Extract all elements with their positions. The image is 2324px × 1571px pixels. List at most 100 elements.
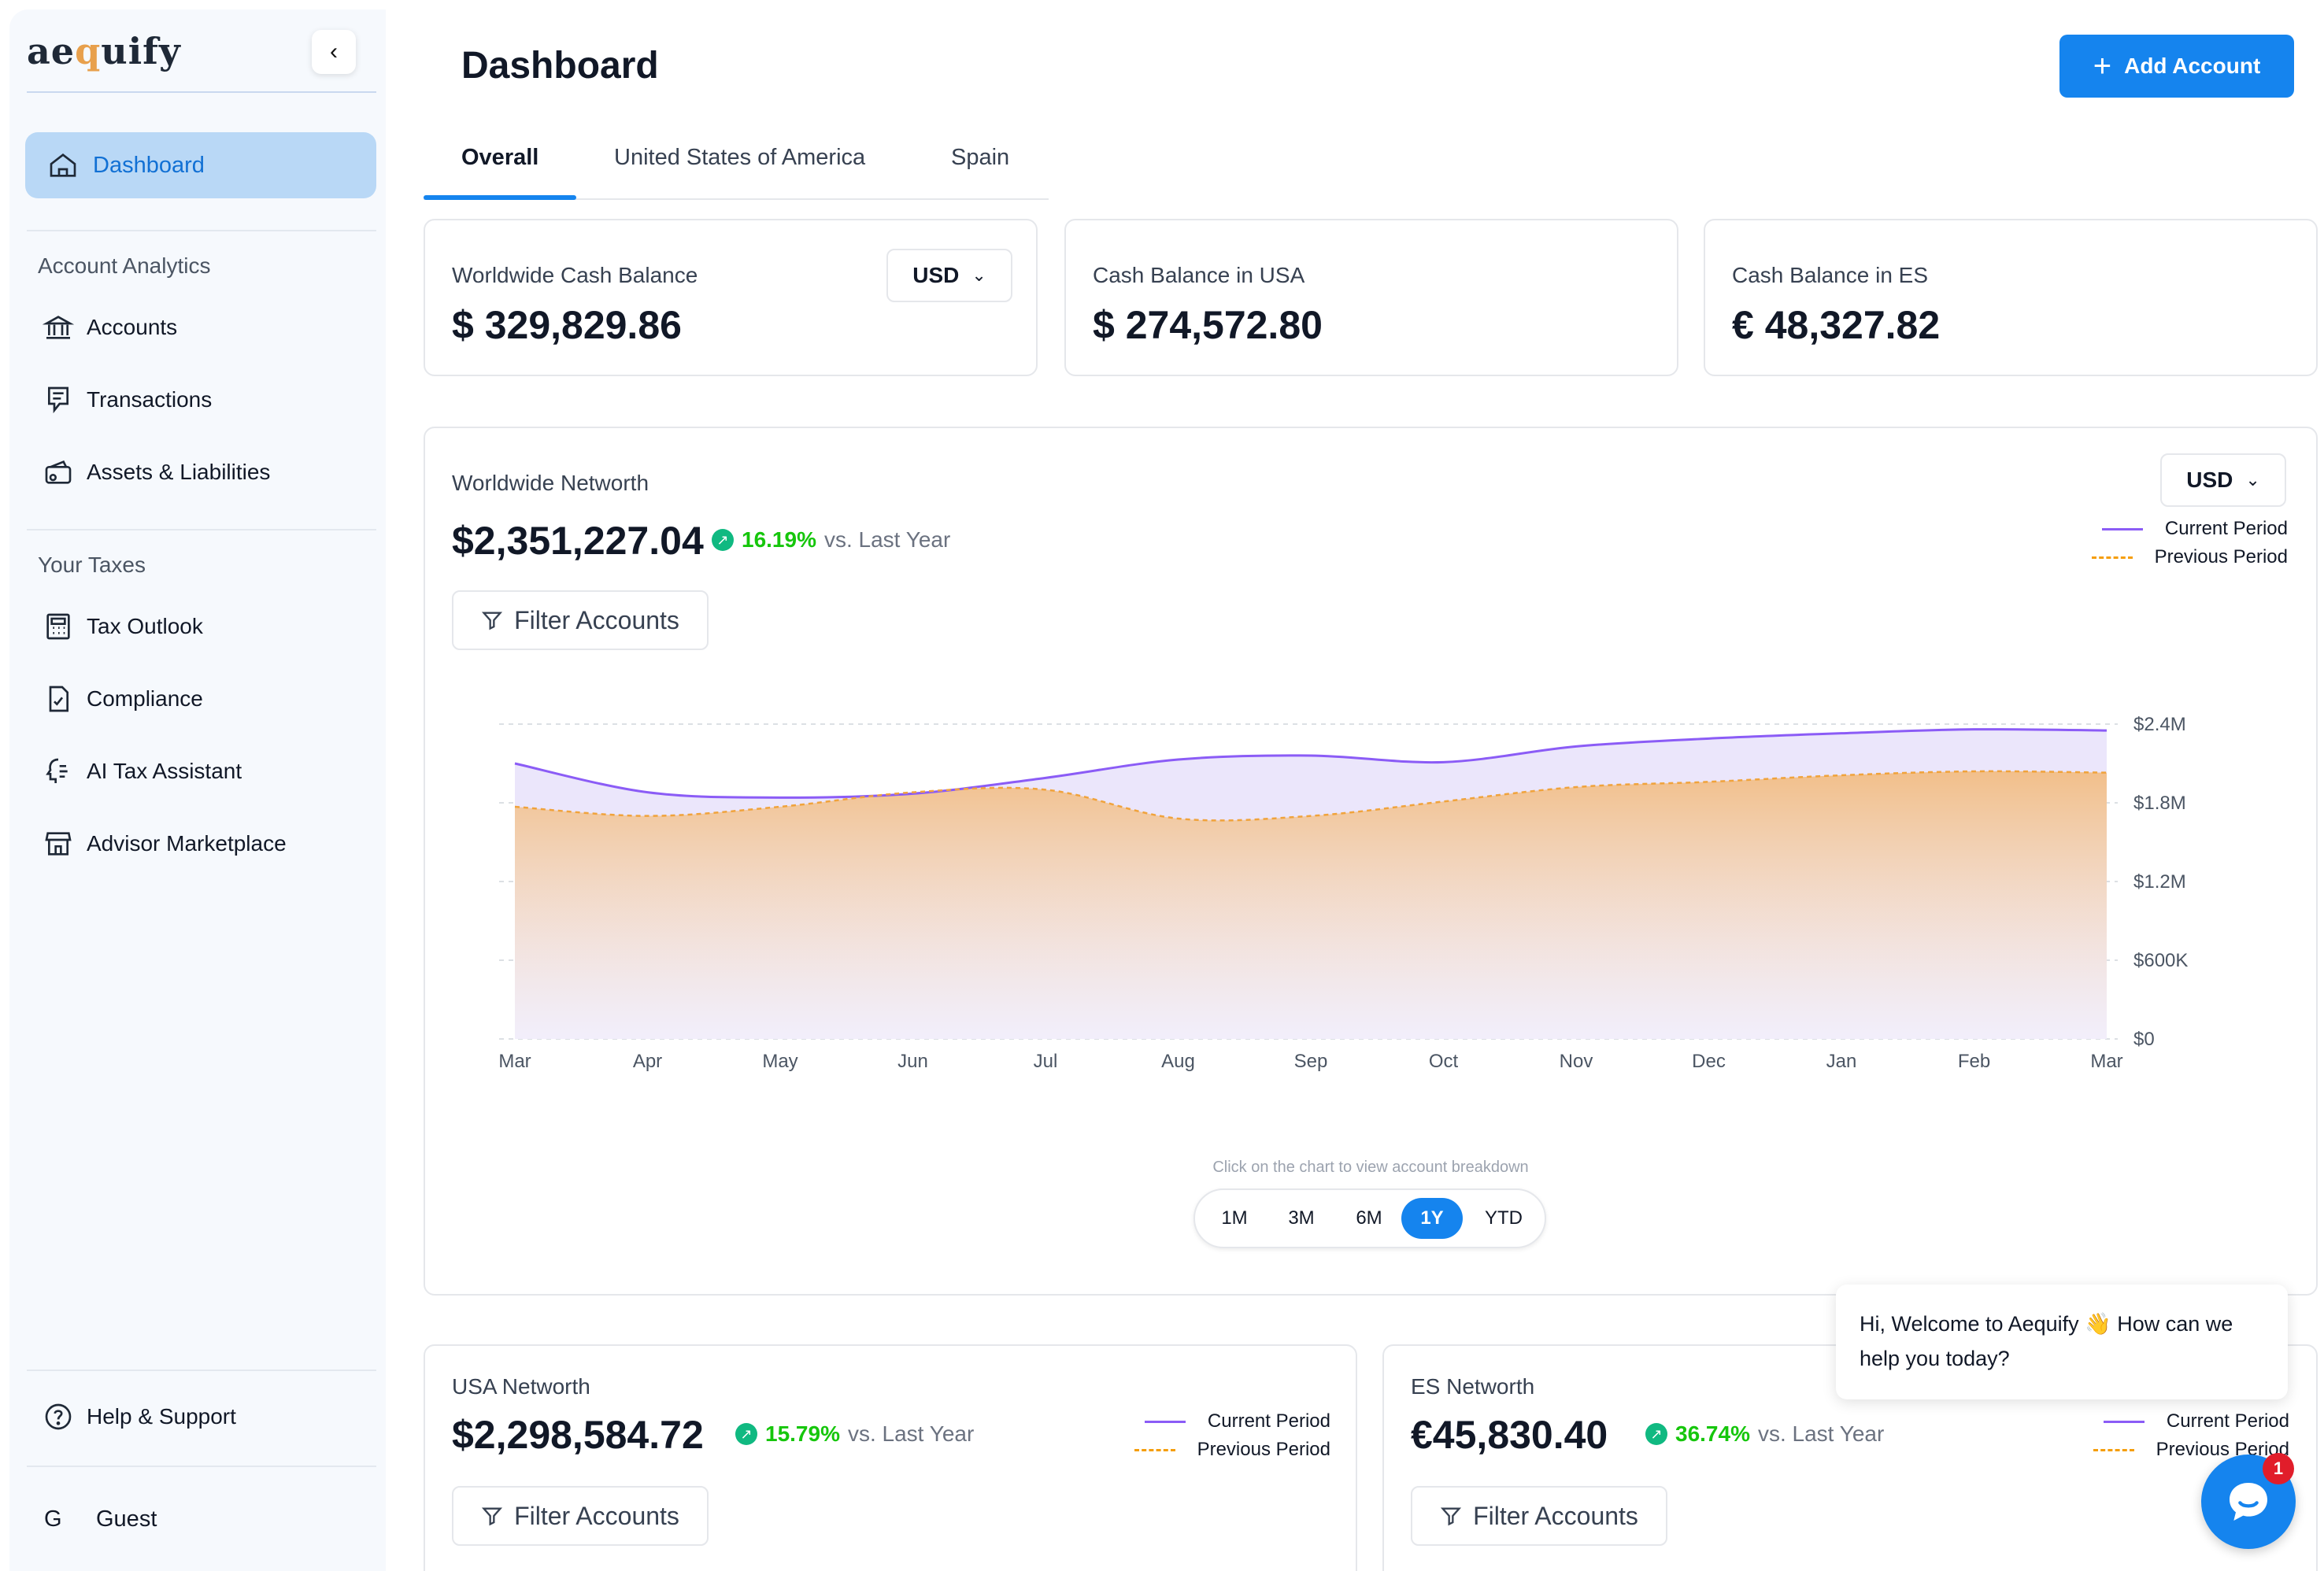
divider bbox=[27, 91, 376, 93]
trend-up-icon: ↗ bbox=[735, 1423, 757, 1445]
networth-value: $2,298,584.72 bbox=[452, 1413, 704, 1457]
x-tick-label: May bbox=[762, 1051, 797, 1072]
collapse-sidebar-button[interactable]: ‹ bbox=[312, 30, 356, 74]
trend-up-icon: ↗ bbox=[712, 529, 734, 551]
card-label: Worldwide Cash Balance bbox=[452, 263, 698, 287]
range-1m-button[interactable]: 1M bbox=[1221, 1207, 1248, 1229]
avatar: G bbox=[44, 1506, 62, 1532]
networth-value: €45,830.40 bbox=[1411, 1413, 1608, 1457]
filter-accounts-button[interactable]: Filter Accounts bbox=[452, 590, 709, 650]
x-tick-label: Dec bbox=[1692, 1051, 1726, 1072]
sidebar-item-tax-outlook[interactable]: Tax Outlook bbox=[43, 609, 203, 644]
card-label: Worldwide Networth bbox=[452, 471, 649, 495]
plus-icon: + bbox=[2093, 48, 2112, 83]
filter-icon bbox=[1440, 1507, 1462, 1526]
sidebar-item-label: Dashboard bbox=[93, 152, 205, 178]
x-tick-label: Apr bbox=[633, 1051, 662, 1072]
home-icon bbox=[50, 153, 76, 177]
networth-currency-select[interactable]: USD ⌄ bbox=[2160, 453, 2286, 507]
receipt-icon bbox=[48, 386, 68, 414]
sidebar-item-label: Advisor Marketplace bbox=[87, 831, 287, 856]
range-1y-button[interactable]: 1Y bbox=[1401, 1198, 1463, 1239]
card-label: ES Networth bbox=[1411, 1374, 1535, 1399]
divider bbox=[27, 1370, 376, 1371]
range-3m-button[interactable]: 3M bbox=[1288, 1207, 1315, 1229]
user-name: Guest bbox=[96, 1506, 157, 1532]
sidebar-item-label: Help & Support bbox=[87, 1404, 236, 1429]
section-title-your-taxes: Your Taxes bbox=[38, 553, 146, 577]
active-tab-indicator bbox=[424, 195, 576, 200]
x-tick-label: Mar bbox=[498, 1051, 531, 1072]
chart-legend: Current Period Previous Period bbox=[1102, 1407, 1330, 1464]
divider bbox=[27, 529, 376, 530]
y-tick-label: $600K bbox=[2133, 950, 2188, 971]
change-vs: vs. Last Year bbox=[1757, 1421, 1885, 1446]
page-title: Dashboard bbox=[461, 45, 659, 87]
card-value: € 48,327.82 bbox=[1732, 303, 1941, 347]
chevron-left-icon: ‹ bbox=[330, 39, 338, 65]
sidebar-item-dashboard[interactable]: Dashboard bbox=[25, 132, 376, 198]
change-vs: vs. Last Year bbox=[847, 1421, 975, 1446]
bank-icon bbox=[43, 316, 74, 339]
x-tick-label: Feb bbox=[1958, 1051, 1990, 1072]
sidebar-item-label: Compliance bbox=[87, 686, 203, 711]
chevron-down-icon: ⌄ bbox=[971, 265, 986, 285]
wallet-icon bbox=[45, 460, 72, 484]
calculator-icon bbox=[46, 613, 70, 640]
range-6m-button[interactable]: 6M bbox=[1356, 1207, 1382, 1229]
legend-previous: Previous Period bbox=[1102, 1436, 1330, 1464]
sidebar-item-label: Assets & Liabilities bbox=[87, 460, 271, 484]
chat-icon bbox=[2230, 1483, 2267, 1521]
networth-chart[interactable]: Mar Apr May Jun Jul Aug Sep Oct Nov Dec Jan Feb Mar … bbox=[457, 661, 2283, 1149]
notification-badge: 1 bbox=[2263, 1453, 2294, 1484]
card-label: USA Networth bbox=[452, 1374, 590, 1399]
divider bbox=[27, 230, 376, 231]
sidebar: aequify ‹ Dashboard Account Analytics Ac… bbox=[9, 9, 386, 1571]
app-logo[interactable]: aequify bbox=[27, 30, 181, 72]
currency-select[interactable]: USD ⌄ bbox=[886, 249, 1012, 302]
filter-icon bbox=[481, 612, 503, 630]
sidebar-item-compliance[interactable]: Compliance bbox=[43, 682, 203, 716]
chevron-down-icon: ⌄ bbox=[2245, 470, 2260, 490]
tab-overall[interactable]: Overall bbox=[461, 145, 539, 170]
range-ytd-button[interactable]: YTD bbox=[1485, 1207, 1523, 1229]
sidebar-item-label: AI Tax Assistant bbox=[87, 759, 242, 783]
legend-previous: Previous Period bbox=[2063, 543, 2288, 571]
previous-period-line bbox=[514, 770, 2108, 822]
sidebar-item-transactions[interactable]: Transactions bbox=[43, 383, 212, 417]
x-tick-label: Jun bbox=[897, 1051, 928, 1072]
chat-welcome-message[interactable]: Hi, Welcome to Aequify 👋 How can we help… bbox=[1836, 1285, 2288, 1399]
trend-up-icon: ↗ bbox=[1645, 1423, 1667, 1445]
help-support-link[interactable]: Help & Support bbox=[43, 1399, 236, 1434]
sidebar-item-label: Transactions bbox=[87, 387, 213, 412]
document-check-icon bbox=[49, 686, 68, 712]
x-tick-label: Oct bbox=[1429, 1051, 1459, 1072]
time-range-selector: 1M 3M 6M 1Y YTD bbox=[1193, 1188, 1546, 1248]
sidebar-item-ai-tax-assistant[interactable]: AI Tax Assistant bbox=[43, 754, 242, 789]
section-title-account-analytics: Account Analytics bbox=[38, 253, 211, 278]
y-tick-label: $1.2M bbox=[2133, 871, 2186, 893]
divider bbox=[27, 1466, 376, 1467]
change-percent: 36.74% bbox=[1675, 1421, 1750, 1446]
filter-accounts-button[interactable]: Filter Accounts bbox=[1411, 1486, 1667, 1546]
y-tick-label: $0 bbox=[2133, 1029, 2155, 1050]
legend-current: Current Period bbox=[1102, 1407, 1330, 1436]
tab-united-states[interactable]: United States of America bbox=[614, 145, 866, 170]
card-label: Cash Balance in ES bbox=[1732, 263, 1929, 287]
sidebar-item-accounts[interactable]: Accounts bbox=[43, 310, 177, 345]
change-vs: vs. Last Year bbox=[823, 527, 951, 552]
legend-current: Current Period bbox=[2063, 515, 2288, 543]
change-indicator: ↗ 36.74% vs. Last Year bbox=[1645, 1421, 1884, 1447]
filter-accounts-button[interactable]: Filter Accounts bbox=[452, 1486, 709, 1546]
current-period-line bbox=[514, 728, 2108, 799]
sidebar-item-assets-liabilities[interactable]: Assets & Liabilities bbox=[43, 455, 270, 490]
worldwide-cash-card: Worldwide Cash Balance $ 329,829.86 USD ⌄ bbox=[424, 219, 1038, 376]
sidebar-item-advisor-marketplace[interactable]: Advisor Marketplace bbox=[43, 826, 287, 861]
add-account-button[interactable]: + Add Account bbox=[2059, 35, 2294, 98]
x-tick-label: Aug bbox=[1161, 1051, 1195, 1072]
usa-networth-card: USA Networth $2,298,584.72 ↗ 15.79% vs. … bbox=[424, 1344, 1357, 1571]
tab-spain[interactable]: Spain bbox=[951, 145, 1010, 170]
help-icon bbox=[45, 1403, 72, 1430]
x-tick-label: Jan bbox=[1826, 1051, 1857, 1072]
user-profile[interactable]: G Guest bbox=[44, 1506, 157, 1532]
